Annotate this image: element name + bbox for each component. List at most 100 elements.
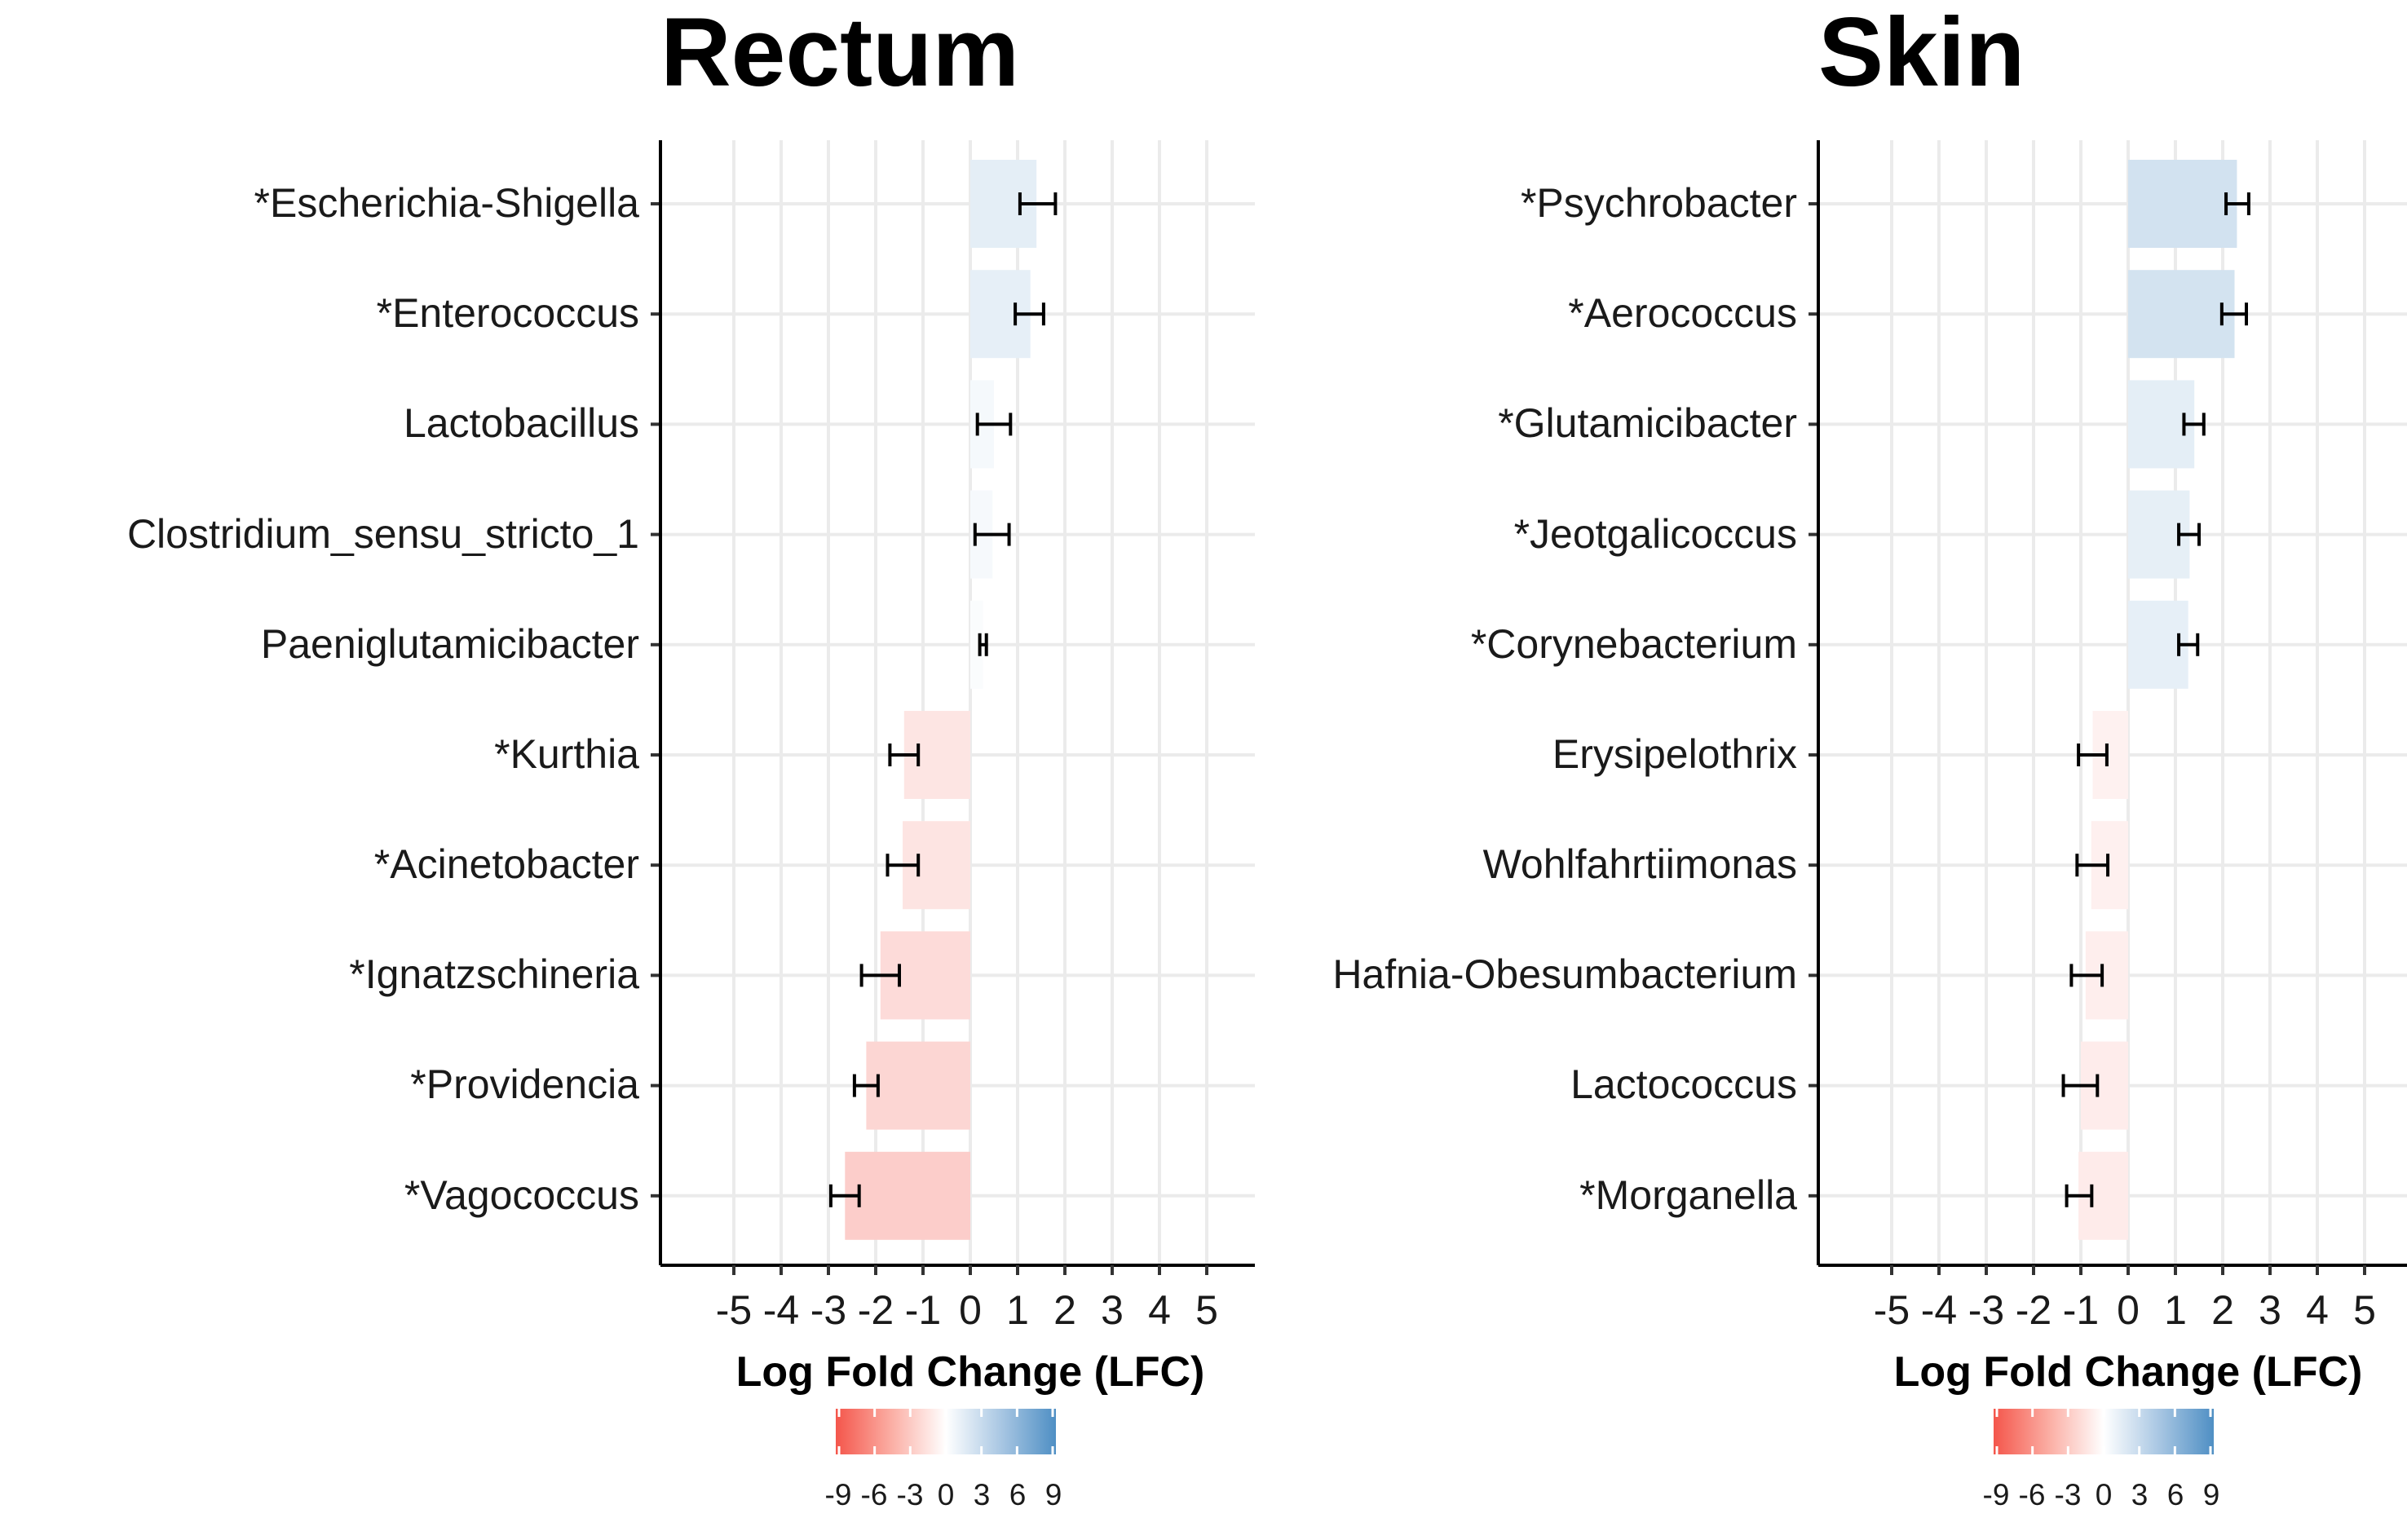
colorbar-tick-label: -3 bbox=[2055, 1478, 2082, 1511]
y-tick-label: Clostridium_sensu_stricto_1 bbox=[127, 511, 639, 557]
y-tick-label: *Acinetobacter bbox=[374, 841, 639, 887]
y-tick-label: *Morganella bbox=[1579, 1172, 1797, 1218]
colorbar-tick-label: 6 bbox=[2167, 1478, 2184, 1511]
bar bbox=[866, 1041, 970, 1130]
x-tick-label: 5 bbox=[2353, 1287, 2376, 1333]
x-tick-label: 1 bbox=[2164, 1287, 2187, 1333]
y-tick-labels: *Escherichia-Shigella *Enterococcus Lact… bbox=[127, 180, 639, 1218]
error-bar bbox=[886, 854, 921, 877]
y-tick-labels: *Psychrobacter *Aerococcus *Glutamicibac… bbox=[1332, 180, 1797, 1218]
x-tick-label: 3 bbox=[1101, 1287, 1124, 1333]
y-tick-label: *Kurthia bbox=[494, 731, 639, 777]
panel-title: Rectum bbox=[660, 0, 1019, 107]
x-tick-label: 3 bbox=[2259, 1287, 2281, 1333]
x-tick-labels: -5 -4 -3 -2 -1 0 1 2 3 4 5 bbox=[1874, 1287, 2376, 1333]
panel-rectum: Rectum *Escherichia-Shigella *Enterococc… bbox=[127, 0, 1255, 1511]
x-tick-label: 0 bbox=[959, 1287, 982, 1333]
y-tick-label: Hafnia-Obesumbacterium bbox=[1332, 951, 1797, 997]
x-tick-label: -3 bbox=[1968, 1287, 2004, 1333]
x-tick-label: -3 bbox=[810, 1287, 846, 1333]
y-tick-label: *Ignatzschineria bbox=[349, 951, 639, 997]
x-tick-label: -5 bbox=[1874, 1287, 1910, 1333]
error-bar bbox=[828, 1184, 861, 1207]
bar bbox=[845, 1151, 970, 1240]
x-tick-label: 0 bbox=[2117, 1287, 2140, 1333]
y-tick-label: *Aerococcus bbox=[1568, 290, 1797, 336]
colorbar-tick-label: 3 bbox=[974, 1478, 991, 1511]
colorbar-legend: -9 -6 -3 0 3 6 9 bbox=[1983, 1409, 2220, 1511]
colorbar-tick-label: 6 bbox=[1009, 1478, 1027, 1511]
error-bar bbox=[975, 413, 1013, 436]
y-tick-label: *Vagococcus bbox=[404, 1172, 639, 1218]
x-tick-label: -4 bbox=[763, 1287, 799, 1333]
error-bar bbox=[1014, 302, 1045, 326]
x-tick-label: 5 bbox=[1195, 1287, 1218, 1333]
colorbar-legend: -9 -6 -3 0 3 6 9 bbox=[825, 1409, 1062, 1511]
error-bar bbox=[2224, 192, 2250, 215]
bars bbox=[2078, 160, 2237, 1240]
x-tick-label: 2 bbox=[2211, 1287, 2234, 1333]
panel-skin: Skin *Psychrobacter *Aerococcus *Glutami… bbox=[1332, 0, 2407, 1511]
error-bar bbox=[852, 1074, 880, 1097]
error-bar bbox=[2219, 302, 2248, 326]
x-tick-label: -5 bbox=[716, 1287, 752, 1333]
axes bbox=[1817, 140, 2407, 1275]
y-tick-label: *Corynebacterium bbox=[1471, 621, 1797, 667]
x-tick-label: -1 bbox=[2063, 1287, 2099, 1333]
error-bars bbox=[2061, 192, 2250, 1207]
colorbar-tick-label: 9 bbox=[1045, 1478, 1062, 1511]
x-tick-label: -2 bbox=[858, 1287, 894, 1333]
bar bbox=[2128, 270, 2235, 359]
y-tick-label: *Enterococcus bbox=[377, 290, 639, 336]
x-tick-label: 2 bbox=[1053, 1287, 1076, 1333]
axes bbox=[659, 140, 1255, 1275]
y-tick-label: Lactobacillus bbox=[404, 400, 639, 446]
error-bar bbox=[2177, 523, 2201, 546]
y-tick-label: Erysipelothrix bbox=[1552, 731, 1797, 777]
y-tick-label: Paeniglutamicibacter bbox=[261, 621, 639, 667]
error-bar bbox=[2177, 633, 2200, 656]
x-axis-title: Log Fold Change (LFC) bbox=[1894, 1348, 2363, 1396]
colorbar-tick-label: 9 bbox=[2203, 1478, 2220, 1511]
x-axis-title: Log Fold Change (LFC) bbox=[736, 1348, 1205, 1396]
bar bbox=[970, 600, 983, 689]
colorbar-tick-label: 0 bbox=[938, 1478, 955, 1511]
x-tick-label: -2 bbox=[2016, 1287, 2051, 1333]
x-tick-label: 4 bbox=[1148, 1287, 1171, 1333]
colorbar-tick-label: -3 bbox=[897, 1478, 924, 1511]
colorbar-tick-label: -6 bbox=[861, 1478, 888, 1511]
colorbar-ticks bbox=[1995, 1409, 2212, 1454]
x-tick-label: -4 bbox=[1921, 1287, 1957, 1333]
y-tick-label: *Escherichia-Shigella bbox=[254, 180, 640, 226]
panel-title: Skin bbox=[1818, 0, 2025, 107]
colorbar-ticks bbox=[837, 1409, 1054, 1454]
colorbar-tick-label: 0 bbox=[2096, 1478, 2113, 1511]
error-bar bbox=[2077, 744, 2109, 766]
colorbar-tick-label: 3 bbox=[2131, 1478, 2149, 1511]
y-tick-label: Lactococcus bbox=[1570, 1061, 1797, 1107]
error-bar bbox=[2061, 1074, 2100, 1097]
x-tick-label: 4 bbox=[2306, 1287, 2329, 1333]
error-bar bbox=[2182, 413, 2206, 436]
bars bbox=[845, 160, 1037, 1240]
error-bars bbox=[828, 192, 1058, 1207]
colorbar-tick-label: -9 bbox=[825, 1478, 852, 1511]
bar bbox=[2128, 160, 2237, 248]
error-bar bbox=[2069, 964, 2104, 987]
error-bar bbox=[2075, 854, 2110, 877]
error-bar bbox=[973, 523, 1011, 546]
error-bar bbox=[888, 744, 921, 766]
colorbar-tick-label: -6 bbox=[2019, 1478, 2046, 1511]
error-bar bbox=[2065, 1184, 2094, 1207]
x-tick-label: -1 bbox=[905, 1287, 941, 1333]
y-tick-label: *Jeotgalicoccus bbox=[1514, 511, 1797, 557]
colorbar-tick-label: -9 bbox=[1983, 1478, 2010, 1511]
y-tick-label: *Glutamicibacter bbox=[1498, 400, 1797, 446]
y-tick-label: Wohlfahrtiimonas bbox=[1483, 841, 1797, 887]
y-tick-label: *Providencia bbox=[410, 1061, 639, 1107]
error-bar bbox=[859, 964, 901, 987]
error-bar bbox=[978, 633, 988, 656]
x-tick-labels: -5 -4 -3 -2 -1 0 1 2 3 4 5 bbox=[716, 1287, 1218, 1333]
y-tick-label: *Psychrobacter bbox=[1521, 180, 1797, 226]
